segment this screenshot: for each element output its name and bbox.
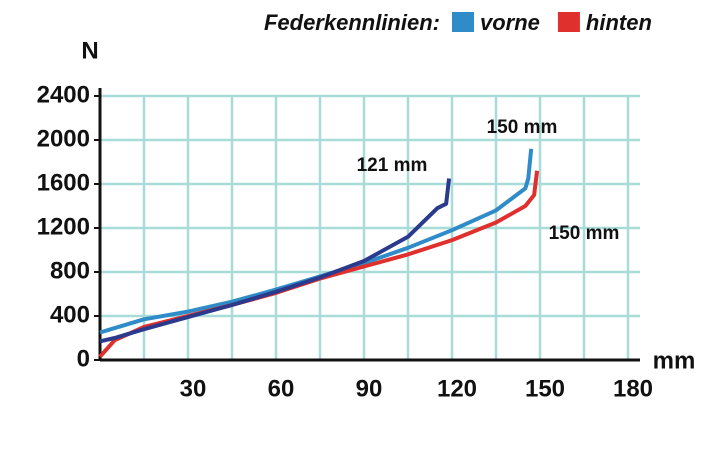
y-tick-label: 1600 bbox=[37, 169, 90, 196]
legend-swatch bbox=[452, 12, 474, 32]
y-tick-label: 1200 bbox=[37, 213, 90, 240]
annotation: 150 mm bbox=[487, 117, 558, 138]
y-tick-label: 400 bbox=[50, 301, 90, 328]
y-axis-label: N bbox=[81, 37, 98, 64]
y-tick-label: 2000 bbox=[37, 125, 90, 152]
legend-title: Federkennlinien: bbox=[264, 10, 440, 35]
x-tick-label: 60 bbox=[268, 375, 295, 402]
legend-label: hinten bbox=[586, 10, 652, 35]
x-tick-label: 150 bbox=[525, 375, 565, 402]
legend-swatch bbox=[557, 12, 580, 32]
line bbox=[99, 178, 452, 344]
y-tick-label: 2400 bbox=[37, 81, 90, 108]
x-axis-label: mm bbox=[653, 347, 696, 374]
x-tick-label: 180 bbox=[613, 375, 653, 402]
legend-label: vorne bbox=[480, 10, 540, 35]
x-tick-label: 120 bbox=[437, 375, 477, 402]
line bbox=[98, 170, 540, 359]
y-tick-label: 800 bbox=[50, 257, 90, 284]
x-tick-label: 30 bbox=[180, 375, 207, 402]
line bbox=[99, 148, 534, 335]
y-tick-label: 0 bbox=[77, 345, 90, 372]
x-tick-label: 90 bbox=[356, 375, 383, 402]
annotation: 121 mm bbox=[357, 155, 428, 176]
annotation: 150 mm bbox=[549, 223, 620, 244]
